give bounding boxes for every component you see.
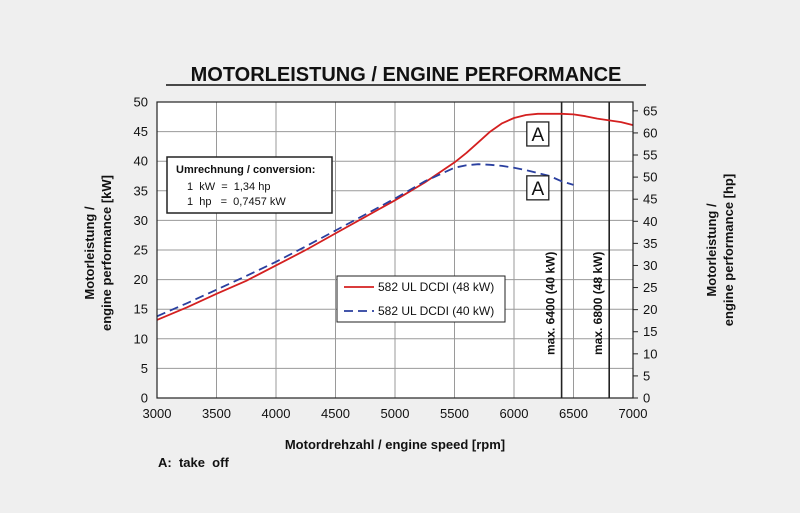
x-tick-label-5500: 5500	[440, 406, 469, 421]
legend-label-48kw: 582 UL DCDI (48 kW)	[378, 280, 494, 294]
y-left-tick-label-30: 30	[134, 213, 148, 228]
y-axis-left-label-line1: Motorleistung /	[82, 206, 97, 300]
y-right-tick-label-40: 40	[643, 214, 657, 229]
y-left-tick-label-5: 5	[141, 361, 148, 376]
series-layer: AA	[156, 112, 634, 321]
y-axis-right-label-line2: engine performance [hp]	[721, 174, 736, 326]
y-left-tick-label-10: 10	[134, 331, 148, 346]
plot-frame	[156, 101, 634, 399]
y-axis-right-label: Motorleistung / engine performance [hp]	[704, 174, 736, 326]
x-tick-label-4500: 4500	[321, 406, 350, 421]
y-right-tick-label-45: 45	[643, 192, 657, 207]
y-right-tick-label-25: 25	[643, 280, 657, 295]
ticks: 3000 3500 4000 4500 5000 5500 6000 6500 70000510…	[134, 95, 658, 422]
y-left-tick-label-35: 35	[134, 183, 148, 198]
series-line-0	[156, 112, 634, 321]
y-left-tick-label-40: 40	[134, 154, 148, 169]
legend-label-40kw: 582 UL DCDI (40 kW)	[378, 304, 494, 318]
footnote: A: take off	[158, 455, 229, 470]
x-tick-label-6500: 6500	[559, 406, 588, 421]
conversion-line-1: 1 kW = 1,34 hp	[187, 181, 270, 193]
x-tick-label-5000: 5000	[381, 406, 410, 421]
marker-label-6400: max. 6400 (40 kW)	[544, 252, 558, 355]
vertical-markers: max. 6400 (40 kW) max. 6800 (48 kW)	[544, 102, 611, 398]
y-left-tick-label-50: 50	[134, 95, 148, 110]
annotation-label-0: A	[531, 125, 544, 146]
y-right-tick-label-5: 5	[643, 368, 650, 383]
annotation-box-1	[526, 175, 550, 201]
y-right-tick-label-30: 30	[643, 258, 657, 273]
chart-title: MOTORLEISTUNG / ENGINE PERFORMANCE	[191, 64, 622, 86]
legend: 582 UL DCDI (48 kW) 582 UL DCDI (40 kW)	[336, 275, 506, 323]
conversion-title: Umrechnung / conversion:	[176, 164, 315, 176]
y-left-tick-label-25: 25	[134, 243, 148, 258]
y-right-tick-label-65: 65	[643, 103, 657, 118]
y-right-tick-label-15: 15	[643, 324, 657, 339]
y-left-tick-label-20: 20	[134, 272, 148, 287]
legend-frame	[336, 275, 506, 323]
series-line-1	[156, 163, 574, 318]
x-tick-label-4000: 4000	[262, 406, 291, 421]
x-axis-label: Motordrehzahl / engine speed [rpm]	[285, 437, 505, 452]
y-right-tick-label-55: 55	[643, 148, 657, 163]
y-left-tick-label-45: 45	[134, 124, 148, 139]
y-axis-left-label: Motorleistung / engine performance [kW]	[82, 175, 114, 331]
conversion-line-2: 1 hp = 0,7457 kW	[187, 196, 286, 208]
conversion-box: Umrechnung / conversion: 1 kW = 1,34 hp …	[166, 156, 333, 214]
y-left-tick-label-15: 15	[134, 302, 148, 317]
y-right-tick-label-60: 60	[643, 125, 657, 140]
x-tick-label-6000: 6000	[500, 406, 529, 421]
conversion-box-frame	[166, 156, 333, 214]
y-axis-right-label-line1: Motorleistung /	[704, 203, 719, 297]
annotation-box-0	[526, 121, 550, 147]
y-right-tick-label-20: 20	[643, 302, 657, 317]
y-right-tick-label-10: 10	[643, 346, 657, 361]
x-tick-label-7000: 7000	[619, 406, 648, 421]
y-right-tick-label-35: 35	[643, 236, 657, 251]
y-right-tick-label-0: 0	[643, 391, 650, 406]
marker-label-6800: max. 6800 (48 kW)	[591, 252, 605, 355]
x-tick-label-3000: 3000	[143, 406, 172, 421]
x-tick-label-3500: 3500	[202, 406, 231, 421]
annotation-label-1: A	[531, 179, 544, 200]
y-axis-left-label-line2: engine performance [kW]	[99, 175, 114, 331]
y-left-tick-label-0: 0	[141, 391, 148, 406]
y-right-tick-label-50: 50	[643, 170, 657, 185]
